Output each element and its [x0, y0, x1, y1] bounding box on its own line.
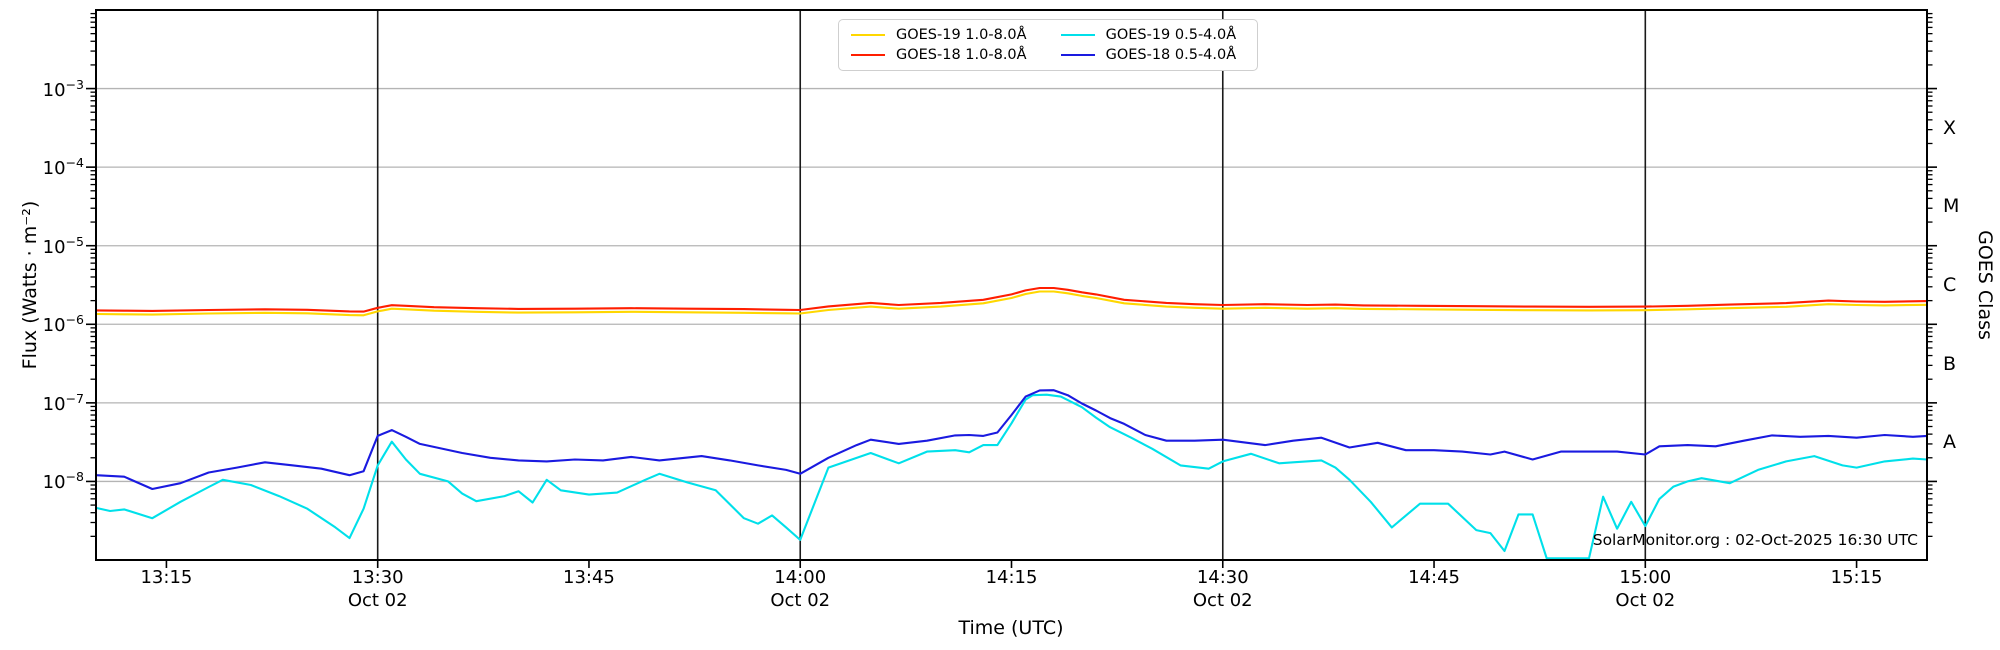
plot-border — [95, 9, 1928, 561]
source-timestamp-annotation: SolarMonitor.org : 02-Oct-2025 16:30 UTC — [1592, 531, 1918, 549]
legend-line-sample-goes18-long — [851, 54, 885, 56]
series-goes-19-1-0-8-0- — [94, 290, 1929, 317]
goes-class-label-m: M — [1943, 195, 1960, 218]
goes-class-label-c: C — [1943, 274, 1957, 296]
y-tick-label: 10−6 — [42, 312, 84, 337]
x-tick-date-label: Oct 02 — [770, 590, 831, 611]
data-series — [94, 286, 1929, 560]
legend-label: GOES-18 0.5-4.0Å — [1105, 47, 1237, 63]
x-tick-label: 15:15 — [1830, 567, 1883, 588]
series-goes-18-0-5-4-0- — [94, 389, 1929, 491]
y-tick-label: 10−8 — [42, 469, 84, 494]
goes-class-label-a: A — [1943, 431, 1956, 454]
legend-line-sample-goes18-short — [1060, 54, 1095, 56]
y-gridlines — [96, 87, 1927, 483]
y-tick-label: 10−7 — [42, 390, 84, 415]
goes-class-label-x: X — [1943, 116, 1957, 139]
legend-entry-goes19-long: GOES-19 1.0-8.0Å — [851, 27, 1027, 43]
y-tick-label: 10−5 — [42, 233, 84, 258]
x-tick-label: 15:00 — [1619, 567, 1672, 588]
x-tick-date-label: Oct 02 — [1615, 590, 1676, 611]
y-axis-title: Flux (Watts · m⁻²) — [19, 200, 41, 370]
legend-entry-goes19-short: GOES-19 0.5-4.0Å — [1060, 27, 1237, 43]
legend-entry-goes18-short: GOES-18 0.5-4.0Å — [1060, 47, 1237, 63]
x-tick-date-label: Oct 02 — [347, 590, 408, 611]
legend: GOES-19 1.0-8.0Å GOES-18 1.0-8.0Å GOES-1… — [838, 19, 1258, 71]
x-tick-date-label: Oct 02 — [1192, 590, 1253, 611]
legend-line-sample-goes19-short — [1060, 34, 1095, 36]
legend-column-1: GOES-19 1.0-8.0Å GOES-18 1.0-8.0Å — [851, 25, 1027, 65]
x-tick-label: 13:15 — [140, 567, 193, 588]
legend-label: GOES-18 1.0-8.0Å — [896, 47, 1027, 63]
x-tick-label: 14:45 — [1408, 567, 1460, 588]
legend-label: GOES-19 0.5-4.0Å — [1105, 27, 1237, 43]
x-tick-label: 14:15 — [985, 567, 1038, 588]
legend-label: GOES-19 1.0-8.0Å — [896, 27, 1027, 43]
legend-line-sample-goes19-long — [851, 34, 885, 36]
goes-class-label-b: B — [1943, 352, 1957, 375]
legend-entry-goes18-long: GOES-18 1.0-8.0Å — [851, 47, 1027, 63]
series-goes-18-1-0-8-0- — [94, 286, 1929, 313]
y-tick-label: 10−4 — [42, 155, 84, 180]
axis-ticks — [86, 12, 1937, 568]
legend-column-2: GOES-19 0.5-4.0Å GOES-18 0.5-4.0Å — [1060, 25, 1237, 65]
series-goes-19-0-5-4-0- — [94, 393, 1929, 560]
half-hour-vertical-lines — [376, 10, 1647, 560]
x-tick-label: 14:30 — [1196, 567, 1249, 588]
x-axis-title: Time (UTC) — [958, 617, 1064, 639]
x-tick-label: 13:30 — [351, 567, 404, 588]
y-tick-label: 10−3 — [42, 76, 84, 101]
x-tick-label: 14:00 — [774, 567, 827, 588]
x-tick-label: 13:45 — [563, 567, 615, 588]
right-axis-title: GOES Class — [1974, 230, 1996, 340]
